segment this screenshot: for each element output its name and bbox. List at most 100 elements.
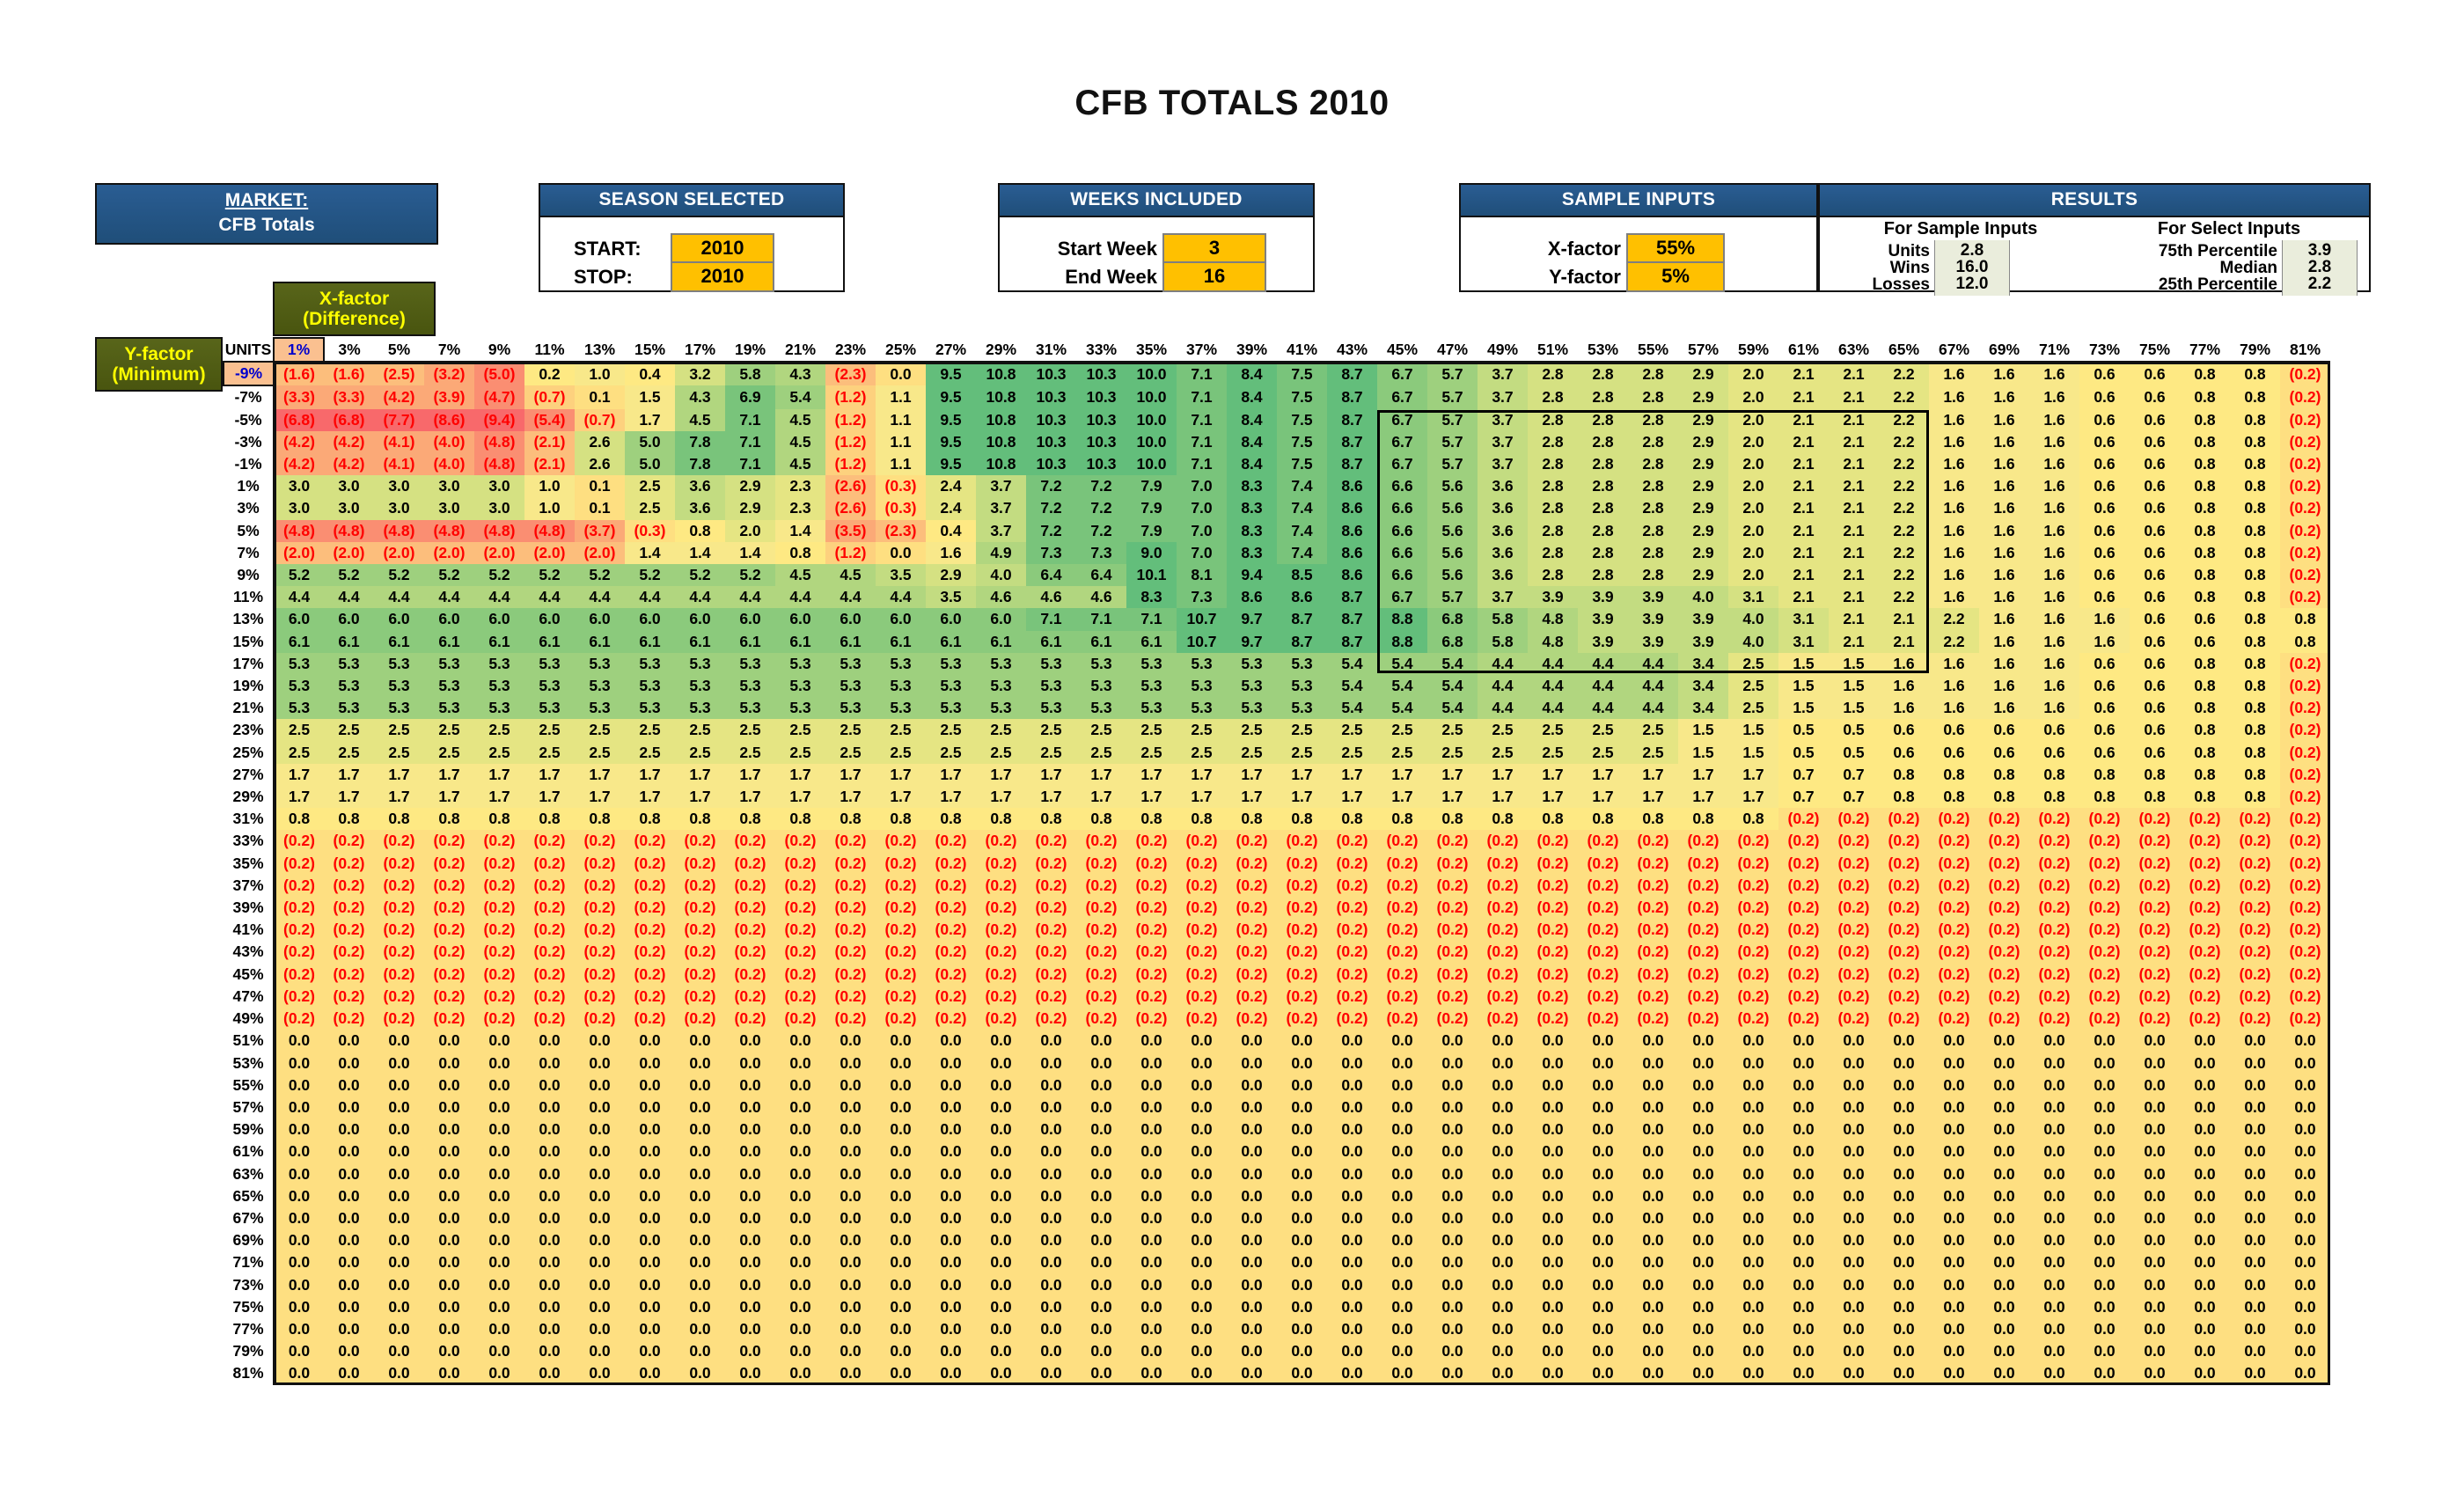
heatmap-cell[interactable]: 0.0 <box>1829 1362 1879 1385</box>
heatmap-cell[interactable]: 0.0 <box>2130 1118 2180 1141</box>
heatmap-cell[interactable]: (2.1) <box>524 430 575 454</box>
heatmap-cell[interactable]: 6.6 <box>1377 475 1427 498</box>
heatmap-cell[interactable]: 1.6 <box>1929 362 1979 386</box>
heatmap-cell[interactable]: 0.0 <box>876 1096 926 1119</box>
heatmap-cell[interactable]: 0.8 <box>2230 519 2280 542</box>
heatmap-cell[interactable]: 0.6 <box>1979 719 2029 742</box>
heatmap-cell[interactable]: 0.0 <box>374 1184 424 1207</box>
heatmap-cell[interactable]: (0.2) <box>1979 985 2029 1008</box>
heatmap-cell[interactable]: (0.2) <box>1979 897 2029 920</box>
heatmap-cell[interactable]: 0.0 <box>775 1251 825 1274</box>
heatmap-cell[interactable]: 8.6 <box>1327 497 1377 520</box>
heatmap-cell[interactable]: (0.2) <box>1628 985 1678 1008</box>
heatmap-cell[interactable]: 4.4 <box>876 586 926 609</box>
heatmap-cell[interactable]: (0.2) <box>1026 919 1076 942</box>
heatmap-cell[interactable]: 0.0 <box>1076 1184 1126 1207</box>
heatmap-cell[interactable]: 0.0 <box>2280 1317 2330 1341</box>
heatmap-cell[interactable]: 1.6 <box>2029 541 2079 565</box>
heatmap-cell[interactable]: 0.0 <box>1126 1052 1177 1074</box>
heatmap-cell[interactable]: 5.7 <box>1427 586 1478 609</box>
heatmap-cell[interactable]: 0.0 <box>1578 1162 1628 1185</box>
heatmap-cell[interactable]: (0.2) <box>1829 963 1879 986</box>
heatmap-cell[interactable]: (0.2) <box>1578 985 1628 1008</box>
heatmap-cell[interactable]: 2.2 <box>1879 475 1929 498</box>
heatmap-cell[interactable]: (0.2) <box>2180 941 2230 964</box>
heatmap-cell[interactable]: 0.0 <box>2130 1317 2180 1341</box>
heatmap-cell[interactable]: 5.3 <box>575 697 625 720</box>
heatmap-cell[interactable]: 0.0 <box>1177 1052 1227 1074</box>
column-header-11pct[interactable]: 11% <box>524 338 575 363</box>
heatmap-cell[interactable]: (0.2) <box>1478 897 1528 920</box>
heatmap-cell[interactable]: (0.2) <box>1628 941 1678 964</box>
heatmap-cell[interactable]: (0.2) <box>675 1008 725 1030</box>
heatmap-cell[interactable]: (0.2) <box>1478 874 1528 898</box>
heatmap-cell[interactable]: 0.0 <box>976 1229 1026 1252</box>
heatmap-cell[interactable]: 0.0 <box>524 1229 575 1252</box>
heatmap-cell[interactable]: 2.0 <box>1728 430 1778 454</box>
end-week-input[interactable]: 16 <box>1162 261 1266 292</box>
heatmap-cell[interactable]: (0.2) <box>725 874 775 898</box>
heatmap-cell[interactable]: 3.5 <box>876 564 926 587</box>
heatmap-cell[interactable]: 2.8 <box>1528 541 1578 565</box>
heatmap-cell[interactable]: 0.0 <box>1478 1340 1528 1363</box>
heatmap-cell[interactable]: 0.0 <box>1026 1340 1076 1363</box>
heatmap-cell[interactable]: 0.0 <box>1879 1030 1929 1052</box>
heatmap-cell[interactable]: (0.2) <box>1678 963 1728 986</box>
heatmap-cell[interactable]: 0.0 <box>1377 1074 1427 1096</box>
heatmap-cell[interactable]: 0.0 <box>1126 1162 1177 1185</box>
heatmap-cell[interactable]: 1.5 <box>1778 675 1829 698</box>
heatmap-cell[interactable]: (0.2) <box>575 1008 625 1030</box>
heatmap-cell[interactable]: (0.2) <box>1478 985 1528 1008</box>
heatmap-cell[interactable]: (0.2) <box>1578 897 1628 920</box>
heatmap-cell[interactable]: (0.2) <box>575 897 625 920</box>
heatmap-cell[interactable]: 0.0 <box>1628 1184 1678 1207</box>
heatmap-cell[interactable]: 8.7 <box>1327 385 1377 409</box>
heatmap-cell[interactable]: (0.2) <box>775 941 825 964</box>
heatmap-cell[interactable]: 4.4 <box>1578 697 1628 720</box>
heatmap-cell[interactable]: 0.0 <box>1728 1184 1778 1207</box>
heatmap-cell[interactable]: (0.2) <box>2130 852 2180 875</box>
heatmap-cell[interactable]: 4.4 <box>775 586 825 609</box>
heatmap-cell[interactable]: (0.2) <box>1327 985 1377 1008</box>
heatmap-cell[interactable]: 1.5 <box>1829 675 1879 698</box>
heatmap-cell[interactable]: (4.0) <box>424 453 474 476</box>
heatmap-cell[interactable]: (0.2) <box>976 874 1026 898</box>
heatmap-cell[interactable]: (0.2) <box>2029 963 2079 986</box>
heatmap-cell[interactable]: (0.2) <box>575 985 625 1008</box>
heatmap-cell[interactable]: 5.2 <box>274 564 324 587</box>
heatmap-cell[interactable]: 0.0 <box>424 1229 474 1252</box>
heatmap-cell[interactable]: 7.1 <box>1177 408 1227 431</box>
heatmap-cell[interactable]: 0.0 <box>2280 1273 2330 1296</box>
row-header-45pct[interactable]: 45% <box>224 963 275 986</box>
heatmap-cell[interactable]: (2.5) <box>374 362 424 386</box>
heatmap-cell[interactable]: 5.0 <box>625 430 675 454</box>
heatmap-cell[interactable]: 5.3 <box>1026 675 1076 698</box>
heatmap-cell[interactable]: (0.2) <box>1829 941 1879 964</box>
heatmap-cell[interactable]: 4.3 <box>675 385 725 409</box>
heatmap-cell[interactable]: 6.6 <box>1377 564 1427 587</box>
heatmap-cell[interactable]: (0.2) <box>1327 897 1377 920</box>
heatmap-cell[interactable]: 0.0 <box>876 1074 926 1096</box>
heatmap-cell[interactable]: (0.2) <box>1778 941 1829 964</box>
heatmap-cell[interactable]: 1.7 <box>1528 786 1578 809</box>
heatmap-cell[interactable]: 5.2 <box>575 564 625 587</box>
heatmap-cell[interactable]: (2.0) <box>274 541 324 565</box>
heatmap-cell[interactable]: 0.0 <box>1327 1184 1377 1207</box>
heatmap-cell[interactable]: 0.0 <box>876 1295 926 1318</box>
heatmap-cell[interactable]: 0.0 <box>1026 1052 1076 1074</box>
heatmap-cell[interactable]: (0.2) <box>625 963 675 986</box>
heatmap-cell[interactable]: 0.0 <box>1829 1052 1879 1074</box>
heatmap-cell[interactable]: 1.7 <box>675 786 725 809</box>
heatmap-cell[interactable]: (0.2) <box>825 830 876 853</box>
heatmap-cell[interactable]: 5.3 <box>1126 652 1177 676</box>
heatmap-cell[interactable]: 6.0 <box>324 608 374 631</box>
heatmap-cell[interactable]: (0.2) <box>1377 874 1427 898</box>
heatmap-cell[interactable]: (0.2) <box>2079 1008 2130 1030</box>
heatmap-cell[interactable]: 3.6 <box>1478 519 1528 542</box>
heatmap-cell[interactable]: 0.0 <box>474 1074 524 1096</box>
heatmap-cell[interactable]: 1.7 <box>625 408 675 431</box>
heatmap-cell[interactable]: (0.2) <box>625 941 675 964</box>
heatmap-cell[interactable]: 0.0 <box>2280 1030 2330 1052</box>
heatmap-cell[interactable]: 2.8 <box>1528 430 1578 454</box>
heatmap-cell[interactable]: (2.3) <box>825 362 876 386</box>
